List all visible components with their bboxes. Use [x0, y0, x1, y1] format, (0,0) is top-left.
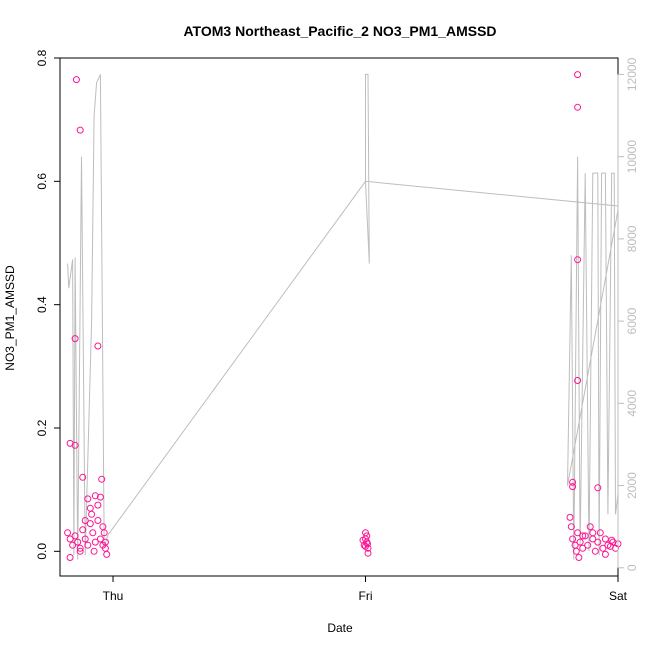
data-point — [586, 523, 594, 531]
y-axis-left: 0.0 0.2 0.4 0.6 0.8 — [35, 49, 61, 560]
data-point — [66, 535, 74, 543]
data-point — [99, 523, 107, 531]
y2-tick-label: 2000 — [625, 472, 639, 499]
data-point — [66, 554, 74, 561]
y-tick-label: 0.2 — [35, 419, 49, 436]
data-point — [566, 513, 574, 521]
data-point — [574, 256, 582, 264]
data-point — [574, 103, 582, 111]
y-tick-label: 0.6 — [35, 173, 49, 190]
data-point — [81, 517, 89, 524]
data-point — [101, 538, 109, 546]
data-point — [575, 554, 583, 561]
data-point — [76, 547, 84, 555]
data-point — [364, 549, 372, 557]
x-axis-title: Date — [327, 621, 353, 635]
chart-title: ATOM3 Northeast_Pacific_2 NO3_PM1_AMSSD — [183, 23, 496, 39]
x-tick-label: Fri — [359, 589, 373, 603]
data-point — [96, 535, 104, 543]
data-point — [360, 541, 368, 549]
data-point — [567, 523, 575, 531]
x-tick-label: Thu — [103, 589, 124, 603]
data-point — [79, 473, 87, 481]
series-line — [67, 73, 619, 560]
data-point — [84, 495, 92, 503]
data-point — [569, 478, 577, 486]
data-point — [84, 541, 92, 549]
data-point — [81, 535, 89, 543]
data-point — [91, 492, 99, 500]
data-point — [76, 544, 84, 552]
data-point — [596, 529, 604, 537]
data-point — [96, 493, 104, 501]
data-point — [363, 532, 371, 540]
data-point — [94, 517, 102, 524]
data-point — [569, 483, 577, 491]
data-point — [572, 547, 580, 555]
data-point — [74, 538, 82, 546]
data-point — [574, 71, 582, 79]
data-point — [599, 544, 607, 552]
data-point — [71, 335, 79, 343]
data-point — [94, 501, 102, 509]
x-tick-label: Sat — [609, 589, 628, 603]
plot-frame — [59, 57, 619, 577]
data-point — [72, 76, 80, 84]
y2-tick-label: 4000 — [625, 390, 639, 417]
y-tick-label: 0.0 — [35, 543, 49, 560]
y-axis-title: NO3_PM1_AMSSD — [3, 265, 17, 371]
data-point — [608, 536, 616, 544]
x-axis: Thu Fri Sat — [103, 575, 628, 603]
data-point — [94, 342, 102, 350]
data-point — [569, 535, 577, 543]
data-point — [574, 529, 582, 537]
left-axis-points-layer — [64, 71, 622, 561]
data-point — [71, 532, 79, 540]
y2-tick-label: 0 — [625, 564, 639, 571]
data-point — [576, 538, 584, 546]
data-point — [103, 550, 111, 558]
data-point — [594, 538, 602, 546]
data-point — [584, 541, 592, 549]
y2-tick-label: 12000 — [625, 57, 639, 91]
data-point — [601, 550, 609, 558]
data-point — [579, 532, 587, 540]
data-point — [79, 526, 87, 534]
data-point — [574, 377, 582, 384]
y-tick-label: 0.8 — [35, 49, 49, 66]
data-point — [601, 535, 609, 543]
data-point — [71, 441, 79, 449]
y-tick-label: 0.4 — [35, 296, 49, 313]
data-point — [90, 547, 98, 555]
data-point — [594, 484, 602, 492]
data-point — [359, 536, 367, 544]
data-point — [364, 540, 371, 548]
data-point — [91, 538, 99, 546]
data-point — [69, 541, 77, 549]
data-point — [86, 520, 94, 528]
y2-tick-label: 6000 — [625, 307, 639, 334]
y2-tick-label: 8000 — [625, 225, 639, 252]
data-point — [591, 547, 599, 555]
data-point — [76, 126, 84, 134]
y2-tick-label: 10000 — [625, 140, 639, 174]
data-point — [64, 529, 72, 537]
right-axis-series-line-layer — [67, 73, 619, 560]
data-point — [88, 510, 96, 518]
y-axis-right: 0 2000 4000 6000 8000 10000 12000 — [617, 57, 639, 571]
data-point — [98, 475, 106, 483]
data-point — [589, 529, 597, 537]
data-point — [86, 504, 94, 512]
data-point — [89, 529, 97, 537]
data-point — [579, 544, 587, 552]
data-point — [581, 532, 589, 540]
